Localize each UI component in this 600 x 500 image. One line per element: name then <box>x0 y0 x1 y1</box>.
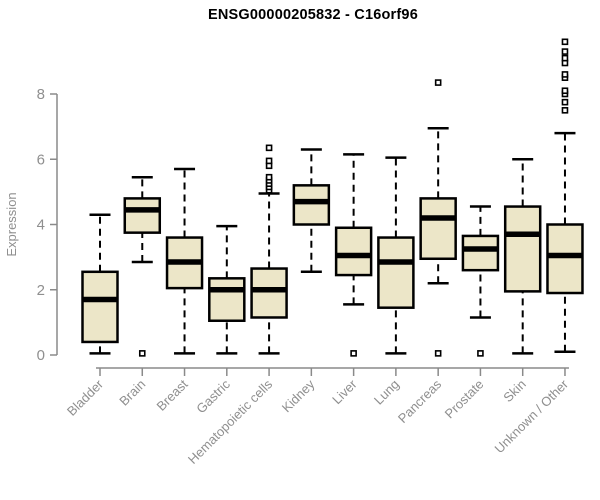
x-tick-label-bladder: Bladder <box>64 376 107 419</box>
x-tick-label-kidney: Kidney <box>279 376 318 415</box>
box-lung <box>377 156 415 355</box>
iqr-box <box>81 270 119 344</box>
y-axis-title: Expression <box>4 192 19 256</box>
y-tick-label: 8 <box>37 86 45 103</box>
outlier-point <box>561 38 569 46</box>
iqr-box <box>419 197 457 261</box>
y-tick-label: 6 <box>37 151 45 168</box>
box-pancreas <box>419 79 457 357</box>
chart-title: ENSG00000205832 - C16orf96 <box>208 7 418 23</box>
outlier-point <box>561 54 569 62</box>
y-tick-label: 0 <box>37 347 45 364</box>
x-tick-label-breast: Breast <box>153 376 190 413</box>
iqr-box <box>546 223 584 295</box>
x-tick-label-brain: Brain <box>116 377 148 409</box>
box-liver <box>334 153 373 357</box>
outlier-point <box>561 87 569 95</box>
x-tick-label-skin: Skin <box>500 377 528 405</box>
outlier-point <box>561 48 569 55</box>
box-hematopoietic-cells <box>250 144 288 355</box>
box-gastric <box>208 224 246 355</box>
iqr-box <box>123 197 162 234</box>
x-tick-label-unknown-other: Unknown / Other <box>492 376 572 456</box>
y-tick-label: 2 <box>37 282 45 299</box>
iqr-box <box>377 236 415 309</box>
outlier-point <box>561 107 569 114</box>
box-unknown-other <box>546 38 584 353</box>
x-tick-label-lung: Lung <box>371 377 402 408</box>
outlier-point <box>561 71 569 78</box>
outlier-point <box>350 350 357 357</box>
x-tick-label-pancreas: Pancreas <box>395 376 445 426</box>
outlier-point <box>561 98 569 106</box>
iqr-box <box>292 184 331 226</box>
outlier-point <box>138 350 146 357</box>
box-kidney <box>292 148 331 274</box>
outlier-point <box>434 350 442 357</box>
outlier-point <box>477 350 484 357</box>
iqr-box <box>461 234 500 272</box>
x-tick-label-liver: Liver <box>329 376 360 407</box>
outlier-point <box>265 173 273 181</box>
outlier-point <box>265 157 273 165</box>
y-tick-label: 4 <box>37 217 45 234</box>
iqr-box <box>208 277 246 322</box>
box-breast <box>165 167 204 355</box>
outlier-point <box>265 144 273 152</box>
box-skin <box>503 158 542 355</box>
iqr-box <box>334 226 373 277</box>
y-axis: 0 2 4 6 8 Expression <box>4 86 58 364</box>
box-prostate <box>461 205 500 357</box>
iqr-box <box>503 205 542 293</box>
outlier-point <box>434 79 442 86</box>
iqr-box <box>250 267 288 319</box>
box-bladder <box>81 213 119 355</box>
x-tick-label-gastric: Gastric <box>193 376 233 416</box>
x-tick-label-prostate: Prostate <box>442 377 487 422</box>
box-brain <box>123 175 162 357</box>
